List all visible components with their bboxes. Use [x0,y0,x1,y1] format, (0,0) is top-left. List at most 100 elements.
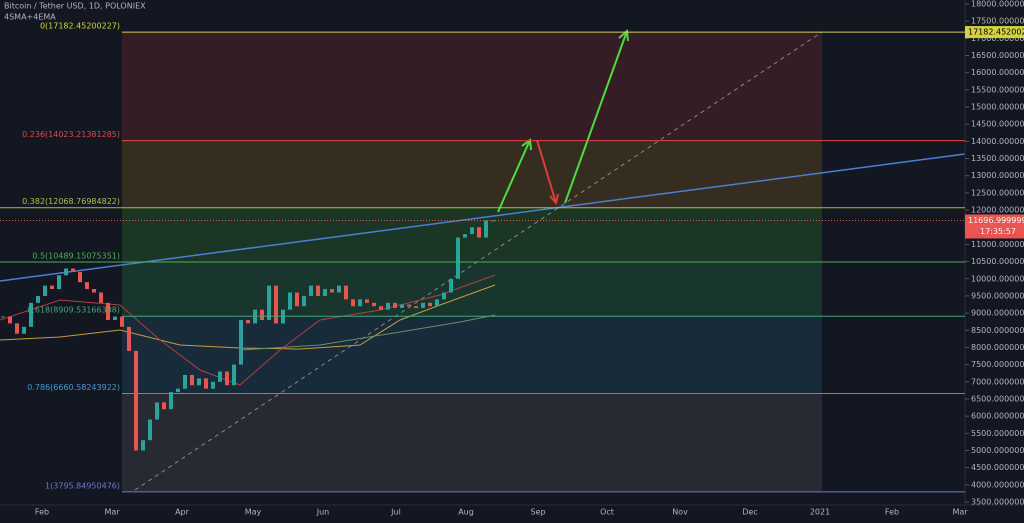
fib-level-label: 0(17182.45200227) [40,22,120,31]
candle [449,278,453,293]
time-tick-label: Aug [458,508,474,517]
candle [204,378,208,389]
price-tick-label: 8000.00000000 [971,343,1024,352]
candle [414,306,418,308]
price-tag-label: 17182.45200227 [968,28,1024,37]
price-tick-label: 15500.00000000 [971,85,1024,94]
fib-level-label: 0.236(14023.21381285) [22,130,120,139]
candle [183,374,187,389]
candle [15,323,19,334]
candle [337,285,341,293]
fib-zone [122,140,822,208]
moving-average [239,314,496,351]
candle [407,304,411,307]
candle [267,285,271,320]
candle [57,275,61,290]
time-tick-label: Mar [952,508,968,517]
candle [148,419,152,441]
countdown: 17:35:57 [980,227,1016,236]
price-tick-label: 17500.00000000 [971,17,1024,26]
candle [155,402,159,420]
time-tick-label: Feb [885,508,899,517]
candle [78,271,82,283]
candle [8,316,12,324]
projection-arrows [497,28,629,213]
price-tick-label: 13500.00000000 [971,154,1024,163]
price-tick-label: 14500.00000000 [971,120,1024,129]
candle [197,378,201,386]
price-tag [965,26,1024,39]
candle [365,299,369,303]
fib-zone [122,207,822,262]
candle [1,316,5,318]
price-tick-label: 13000.00000000 [971,171,1024,180]
price-tick-label: 10500.00000000 [971,257,1024,266]
time-tick-label: Feb [35,508,49,517]
fib-level-label: 0.618(8909.53166388) [27,306,120,315]
candle [372,302,376,307]
time-tick-label: Sep [530,508,545,517]
price-tick-label: 11000.00000000 [971,240,1024,249]
dashed-line [134,31,823,491]
candle [309,285,313,296]
candle [211,381,215,389]
candle [71,268,75,272]
candle [330,289,334,293]
candle [302,295,306,307]
price-tick-label: 6500.00000000 [971,394,1024,403]
price-tick-label: 15000.00000000 [971,103,1024,112]
fib-level-label: 0.786(6660.58243922) [27,383,120,392]
candle [477,227,481,238]
price-tick-label: 3500.00000000 [971,498,1024,507]
price-tick-label: 7000.00000000 [971,377,1024,386]
price-tick-label: 5500.00000000 [971,429,1024,438]
price-tick-label: 5000.00000000 [971,446,1024,455]
candle [400,304,404,308]
candle [127,326,131,351]
candle [134,350,138,451]
price-tick-label: 17000.00000000 [971,34,1024,43]
candle [218,371,222,382]
time-tick-label: May [245,508,262,517]
price-tick-label: 9500.00000000 [971,291,1024,300]
candle [29,302,33,327]
candle [169,392,173,410]
candle [288,292,292,310]
candle [50,285,54,290]
time-tick-label: Jun [316,508,330,517]
fib-zone [122,32,822,141]
candle [358,299,362,307]
price-tick-label: 7500.00000000 [971,360,1024,369]
time-tick-label: Oct [600,508,614,517]
candle [421,302,425,308]
fib-zone [122,393,822,492]
candle [85,282,89,290]
candle [64,268,68,276]
price-tick-label: 9000.00000000 [971,309,1024,318]
candle [246,319,250,324]
candle [232,364,236,386]
price-axis [965,0,1024,519]
indicators: 4SMA+4EMA [4,13,56,22]
candle [274,285,278,324]
price-tag [965,214,1024,239]
time-tick-label: Nov [672,508,688,517]
candle [379,306,383,310]
candle [106,302,110,320]
price-tick-label: 4500.00000000 [971,463,1024,472]
fib-zone [122,261,822,317]
candle [162,402,166,410]
fib-level-label: 0.382(12068.76984822) [22,197,120,206]
fib-level-label: 0.5(10489.15075351) [32,251,120,260]
time-tick-label: Mar [104,508,120,517]
time-tick-label: 2021 [810,508,830,517]
symbol-title: Bitcoin / Tether USD, 1D, POLONIEX [4,2,146,11]
candle [43,285,47,296]
candle [386,302,390,310]
candle [442,292,446,300]
candle [260,309,264,320]
candle [484,220,488,238]
candle [323,289,327,296]
price-tick-label: 14000.00000000 [971,137,1024,146]
candle [344,285,348,300]
